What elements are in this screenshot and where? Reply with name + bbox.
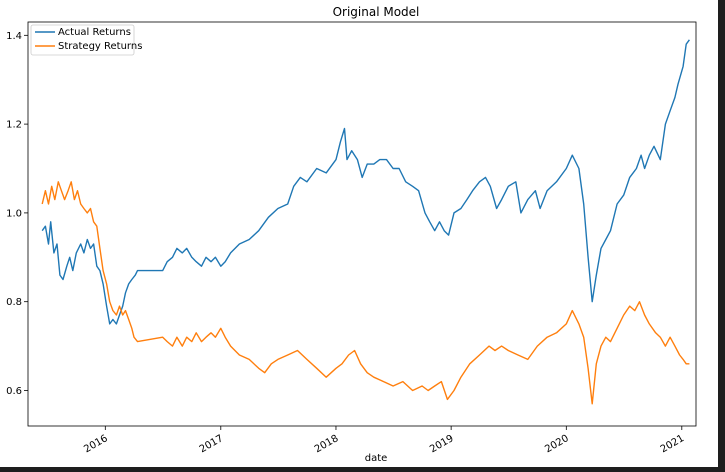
plot-area-border [27, 21, 697, 427]
frame-edge [718, 0, 725, 472]
y-tick-label: 1.4 [6, 31, 22, 42]
x-tick-label: 2017 [198, 433, 226, 455]
x-tick-label: 2020 [543, 433, 571, 455]
y-tick-label: 1.0 [6, 208, 22, 219]
legend-label-strategy-returns: Strategy Returns [58, 41, 142, 52]
series-layer [41, 39, 690, 405]
x-tick-label: 2018 [313, 433, 341, 455]
y-tick-label: 0.6 [6, 386, 22, 397]
legend-box [30, 24, 135, 56]
chart-title: Original Model [333, 5, 420, 19]
legend: Actual Returns Strategy Returns [30, 24, 142, 56]
x-tick-label: 2019 [428, 433, 456, 455]
x-tick-label: 2021 [659, 433, 687, 455]
series-line-actual-returns [41, 39, 690, 325]
y-axis: 0.6 0.8 1.0 1.2 1.4 [6, 31, 28, 397]
y-tick-label: 1.2 [6, 120, 22, 131]
x-axis-label: date [365, 453, 388, 464]
series-line-strategy-returns [41, 181, 690, 405]
x-axis: 2016 2017 2018 2019 2020 2021 [82, 426, 686, 455]
legend-label-actual-returns: Actual Returns [58, 27, 131, 38]
y-tick-label: 0.8 [6, 297, 22, 308]
x-tick-label: 2016 [82, 433, 110, 455]
